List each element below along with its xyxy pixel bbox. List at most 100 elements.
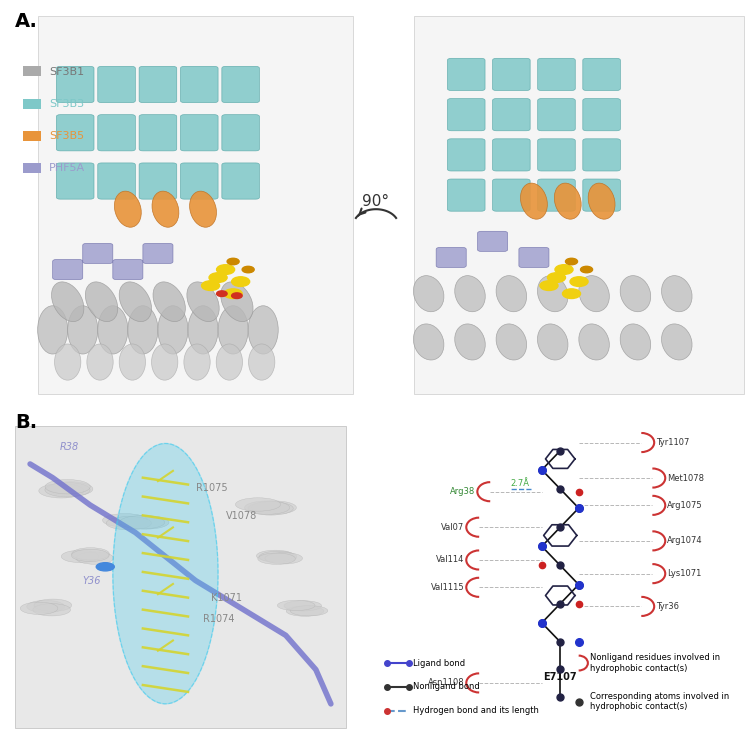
Text: Val1115: Val1115	[431, 583, 465, 592]
Ellipse shape	[98, 305, 128, 354]
Text: Val07: Val07	[441, 523, 465, 532]
Text: Nonligand bond: Nonligand bond	[413, 682, 480, 691]
Polygon shape	[113, 443, 218, 704]
Ellipse shape	[248, 305, 278, 354]
Ellipse shape	[51, 282, 84, 322]
Text: Arg1075: Arg1075	[667, 501, 702, 510]
Ellipse shape	[238, 501, 284, 514]
Ellipse shape	[18, 599, 56, 611]
Ellipse shape	[218, 305, 248, 354]
Ellipse shape	[220, 282, 253, 322]
FancyBboxPatch shape	[143, 244, 173, 264]
Ellipse shape	[455, 276, 485, 311]
FancyBboxPatch shape	[519, 247, 549, 267]
Circle shape	[566, 259, 578, 264]
Ellipse shape	[216, 344, 242, 380]
Ellipse shape	[238, 501, 284, 514]
Ellipse shape	[277, 600, 315, 610]
Ellipse shape	[102, 516, 147, 529]
FancyBboxPatch shape	[53, 259, 83, 279]
FancyBboxPatch shape	[447, 179, 485, 212]
Text: Nonligand residues involved in
hydrophobic contact(s): Nonligand residues involved in hydrophob…	[590, 653, 720, 673]
Ellipse shape	[579, 276, 609, 311]
Bar	[23, 163, 41, 173]
FancyBboxPatch shape	[139, 66, 177, 103]
Ellipse shape	[272, 548, 310, 559]
Ellipse shape	[153, 282, 186, 322]
Ellipse shape	[662, 276, 692, 311]
Text: Met1078: Met1078	[667, 474, 704, 483]
Ellipse shape	[188, 305, 218, 354]
Ellipse shape	[151, 344, 177, 380]
Ellipse shape	[108, 518, 153, 531]
Bar	[23, 131, 41, 141]
FancyBboxPatch shape	[98, 163, 135, 199]
Ellipse shape	[152, 191, 179, 227]
Ellipse shape	[579, 324, 609, 360]
Circle shape	[232, 277, 250, 286]
Text: Val114: Val114	[436, 556, 465, 565]
Ellipse shape	[662, 324, 692, 360]
Ellipse shape	[183, 344, 210, 380]
FancyBboxPatch shape	[538, 139, 575, 171]
Ellipse shape	[113, 516, 158, 530]
Text: PHF5A: PHF5A	[49, 163, 85, 173]
FancyBboxPatch shape	[538, 179, 575, 212]
Circle shape	[540, 281, 558, 291]
FancyBboxPatch shape	[493, 179, 530, 212]
Ellipse shape	[38, 305, 68, 354]
Ellipse shape	[87, 344, 113, 380]
Text: Y36: Y36	[83, 576, 102, 586]
FancyBboxPatch shape	[493, 58, 530, 90]
FancyBboxPatch shape	[139, 163, 177, 199]
FancyBboxPatch shape	[583, 139, 620, 171]
Ellipse shape	[45, 479, 90, 493]
Ellipse shape	[280, 603, 318, 614]
FancyBboxPatch shape	[83, 244, 113, 264]
Text: Corresponding atoms involved in
hydrophobic contact(s): Corresponding atoms involved in hydropho…	[590, 692, 729, 711]
Ellipse shape	[538, 324, 568, 360]
Text: Lys1071: Lys1071	[667, 569, 702, 578]
Ellipse shape	[119, 344, 146, 380]
Ellipse shape	[21, 603, 59, 615]
Ellipse shape	[35, 480, 80, 495]
Ellipse shape	[414, 324, 444, 360]
Text: R38: R38	[60, 443, 80, 452]
Ellipse shape	[54, 344, 80, 380]
Ellipse shape	[620, 324, 650, 360]
Text: E7107: E7107	[544, 672, 577, 682]
Text: Tyr1107: Tyr1107	[656, 438, 690, 447]
FancyBboxPatch shape	[180, 163, 218, 199]
Ellipse shape	[72, 547, 110, 559]
Ellipse shape	[68, 305, 98, 354]
FancyBboxPatch shape	[56, 115, 94, 150]
Text: Arg38: Arg38	[450, 487, 475, 496]
Text: B.: B.	[15, 413, 37, 431]
FancyBboxPatch shape	[56, 66, 94, 103]
FancyBboxPatch shape	[493, 139, 530, 171]
Ellipse shape	[620, 276, 650, 311]
FancyBboxPatch shape	[180, 66, 218, 103]
Ellipse shape	[231, 497, 276, 510]
Ellipse shape	[496, 276, 526, 311]
Ellipse shape	[158, 305, 188, 354]
Circle shape	[581, 266, 593, 273]
Circle shape	[96, 562, 114, 571]
Text: Asn1108: Asn1108	[428, 679, 465, 688]
Text: 2.7Å: 2.7Å	[510, 479, 529, 488]
FancyBboxPatch shape	[436, 247, 466, 267]
Ellipse shape	[520, 183, 547, 219]
FancyBboxPatch shape	[447, 98, 485, 131]
FancyBboxPatch shape	[583, 58, 620, 90]
Ellipse shape	[35, 602, 72, 614]
Text: SF3B1: SF3B1	[49, 66, 84, 77]
Text: V1078: V1078	[226, 511, 257, 521]
Circle shape	[209, 273, 227, 282]
FancyBboxPatch shape	[56, 163, 94, 199]
Ellipse shape	[554, 183, 581, 219]
Bar	[15, 426, 346, 728]
FancyBboxPatch shape	[180, 115, 218, 150]
Ellipse shape	[114, 191, 141, 227]
FancyBboxPatch shape	[583, 179, 620, 212]
Ellipse shape	[186, 282, 220, 322]
